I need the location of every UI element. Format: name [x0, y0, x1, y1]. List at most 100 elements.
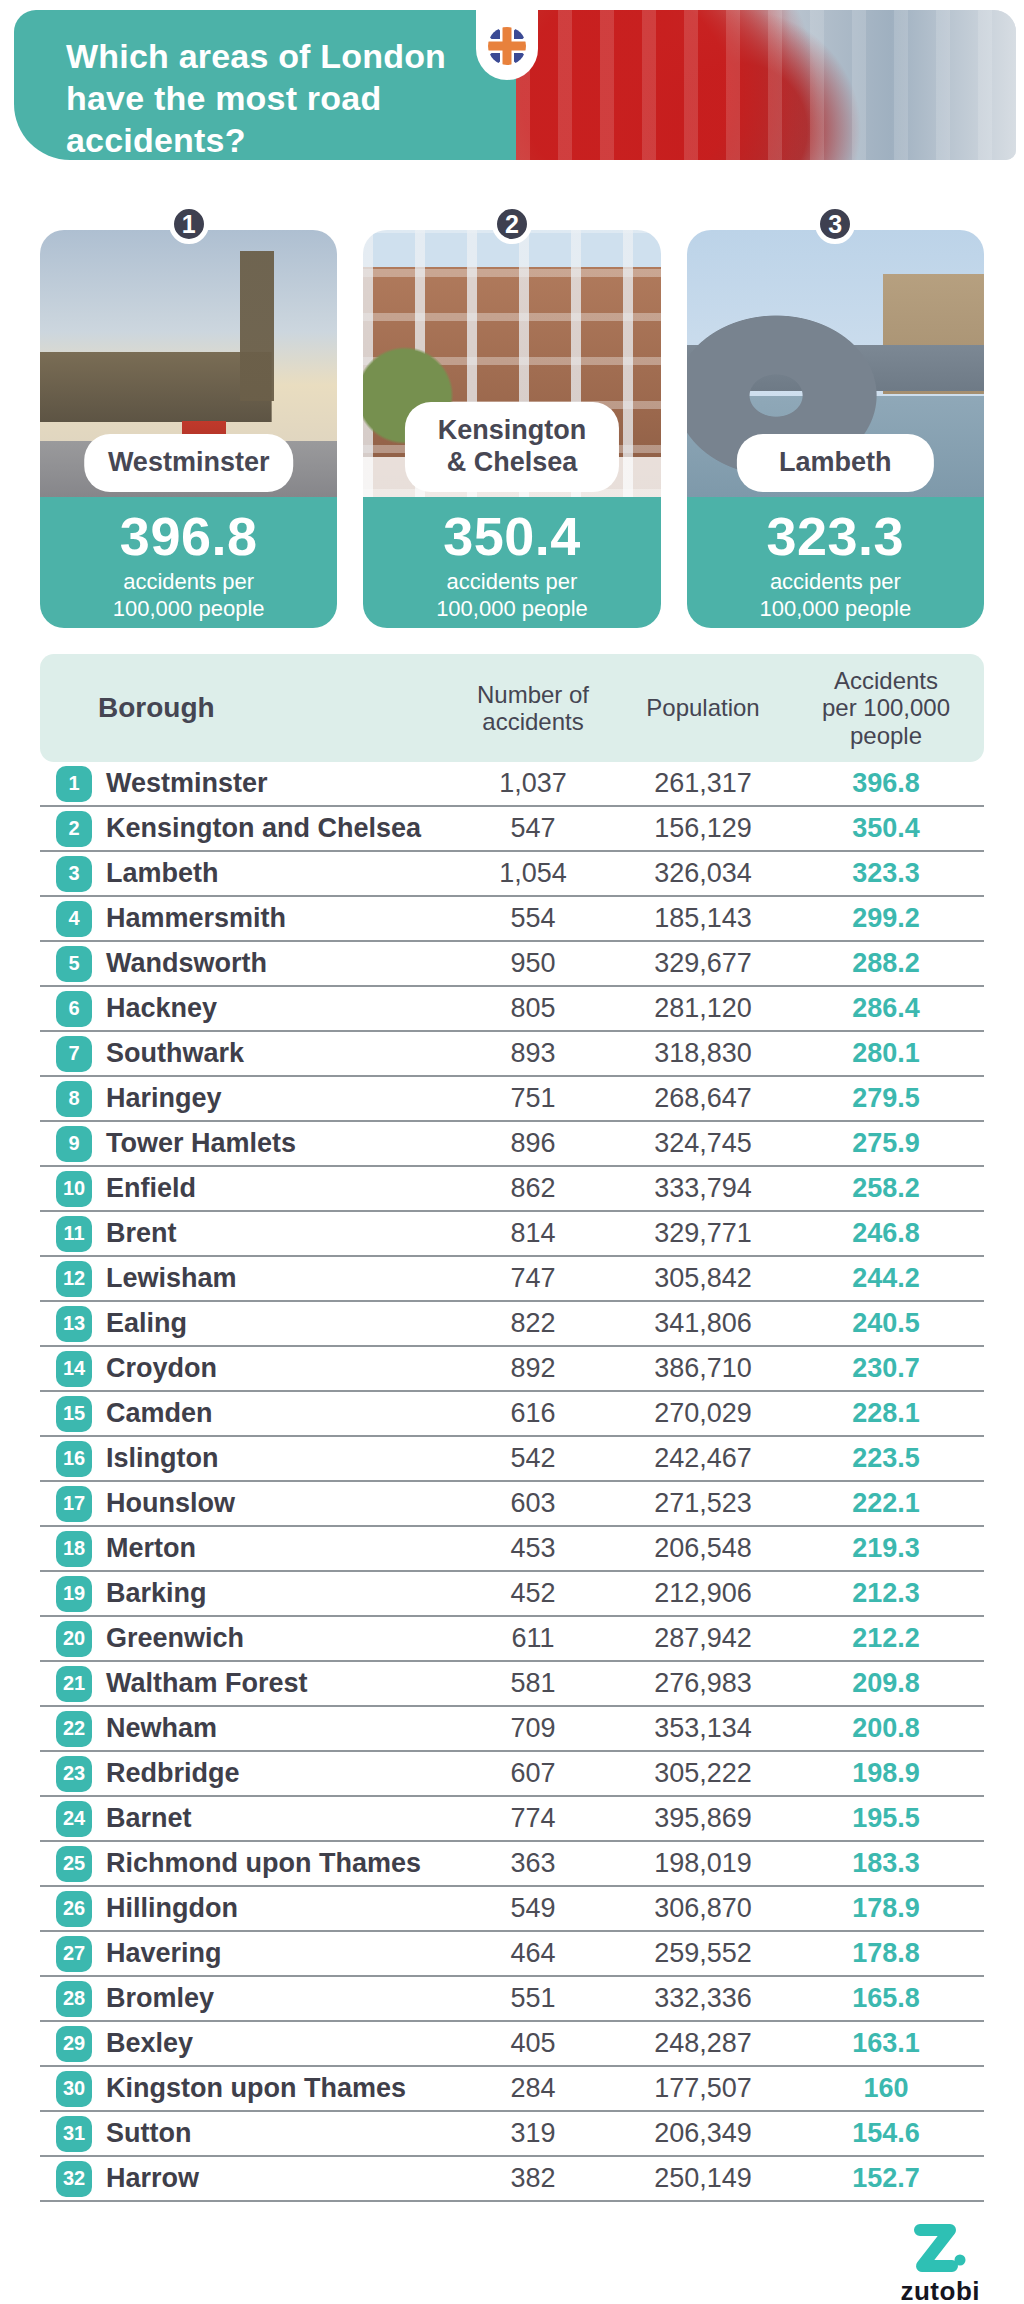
column-header-rate: Accidents per 100,000 people: [788, 667, 984, 749]
rate-value: 223.5: [788, 1443, 984, 1474]
accidents-value: 453: [448, 1533, 618, 1564]
accidents-value: 363: [448, 1848, 618, 1879]
accidents-table: Borough Number of accidents Population A…: [40, 654, 984, 2202]
table-row: 32 Harrow 382 250,149 152.7: [40, 2157, 984, 2202]
population-value: 329,677: [618, 948, 788, 979]
rate-value: 244.2: [788, 1263, 984, 1294]
borough-name: Camden: [106, 1398, 213, 1429]
accidents-value: 814: [448, 1218, 618, 1249]
population-value: 198,019: [618, 1848, 788, 1879]
borough-name: Kensington and Chelsea: [106, 813, 421, 844]
population-value: 287,942: [618, 1623, 788, 1654]
borough-name: Richmond upon Thames: [106, 1848, 421, 1879]
rate-value: 396.8: [788, 768, 984, 799]
accidents-value: 751: [448, 1083, 618, 1114]
borough-name: Hammersmith: [106, 903, 286, 934]
page-title: Which areas of London have the most road…: [66, 35, 456, 160]
accident-rate-caption: accidents per 100,000 people: [412, 569, 612, 623]
zutobi-logo-text: zutobi: [900, 2276, 980, 2304]
rank-badge: 25: [56, 1846, 92, 1882]
borough-name: Harrow: [106, 2163, 199, 2194]
population-value: 268,647: [618, 1083, 788, 1114]
rank-badge: 19: [56, 1576, 92, 1612]
accidents-value: 319: [448, 2118, 618, 2149]
population-value: 270,029: [618, 1398, 788, 1429]
rate-value: 323.3: [788, 858, 984, 889]
table-row: 18 Merton 453 206,548 219.3: [40, 1527, 984, 1572]
zutobi-logo: zutobi: [900, 2222, 980, 2304]
rate-value: 280.1: [788, 1038, 984, 1069]
header-teal-panel: Which areas of London have the most road…: [14, 10, 516, 160]
borough-name: Tower Hamlets: [106, 1128, 296, 1159]
column-header-population: Population: [618, 694, 788, 721]
accidents-value: 950: [448, 948, 618, 979]
table-row: 3 Lambeth 1,054 326,034 323.3: [40, 852, 984, 897]
table-row: 8 Haringey 751 268,647 279.5: [40, 1077, 984, 1122]
population-value: 185,143: [618, 903, 788, 934]
rank-badge: 16: [56, 1441, 92, 1477]
population-value: 250,149: [618, 2163, 788, 2194]
rate-value: 286.4: [788, 993, 984, 1024]
borough-name: Barking: [106, 1578, 207, 1609]
accidents-value: 616: [448, 1398, 618, 1429]
rank-badge: 32: [56, 2161, 92, 2197]
card-stat-panel: 396.8 accidents per 100,000 people: [40, 497, 337, 628]
accidents-value: 554: [448, 903, 618, 934]
rank-badge: 24: [56, 1801, 92, 1837]
rate-value: 154.6: [788, 2118, 984, 2149]
rate-value: 222.1: [788, 1488, 984, 1519]
rank-badge: 14: [56, 1351, 92, 1387]
population-value: 353,134: [618, 1713, 788, 1744]
rate-value: 163.1: [788, 2028, 984, 2059]
borough-name: Sutton: [106, 2118, 191, 2149]
accidents-value: 862: [448, 1173, 618, 1204]
population-value: 333,794: [618, 1173, 788, 1204]
accidents-value: 464: [448, 1938, 618, 1969]
population-value: 261,317: [618, 768, 788, 799]
borough-name-label: Kensington & Chelsea: [405, 402, 619, 492]
accident-rate-value: 396.8: [40, 505, 337, 567]
rate-value: 178.8: [788, 1938, 984, 1969]
table-row: 23 Redbridge 607 305,222 198.9: [40, 1752, 984, 1797]
population-value: 332,336: [618, 1983, 788, 2014]
rate-value: 219.3: [788, 1533, 984, 1564]
accidents-value: 774: [448, 1803, 618, 1834]
rate-value: 275.9: [788, 1128, 984, 1159]
population-value: 305,222: [618, 1758, 788, 1789]
accident-rate-caption: accidents per 100,000 people: [735, 569, 935, 623]
borough-name: Ealing: [106, 1308, 187, 1339]
rate-value: 212.2: [788, 1623, 984, 1654]
accidents-value: 896: [448, 1128, 618, 1159]
table-row: 28 Bromley 551 332,336 165.8: [40, 1977, 984, 2022]
table-row: 13 Ealing 822 341,806 240.5: [40, 1302, 984, 1347]
rate-value: 209.8: [788, 1668, 984, 1699]
borough-card: 1 Westminster 396.8 accidents per 100,00…: [40, 230, 337, 628]
rank-badge: 15: [56, 1396, 92, 1432]
table-row: 9 Tower Hamlets 896 324,745 275.9: [40, 1122, 984, 1167]
population-value: 212,906: [618, 1578, 788, 1609]
table-row: 21 Waltham Forest 581 276,983 209.8: [40, 1662, 984, 1707]
table-row: 26 Hillingdon 549 306,870 178.9: [40, 1887, 984, 1932]
rank-badge: 23: [56, 1756, 92, 1792]
london-bus-photo: [516, 10, 1016, 160]
table-row: 15 Camden 616 270,029 228.1: [40, 1392, 984, 1437]
column-header-borough: Borough: [40, 692, 448, 724]
table-row: 25 Richmond upon Thames 363 198,019 183.…: [40, 1842, 984, 1887]
rate-value: 288.2: [788, 948, 984, 979]
rank-circle-badge: 1: [169, 204, 209, 244]
accidents-value: 893: [448, 1038, 618, 1069]
rate-value: 299.2: [788, 903, 984, 934]
rank-badge: 6: [56, 991, 92, 1027]
rank-badge: 5: [56, 946, 92, 982]
population-value: 206,548: [618, 1533, 788, 1564]
population-value: 276,983: [618, 1668, 788, 1699]
population-value: 306,870: [618, 1893, 788, 1924]
rate-value: 165.8: [788, 1983, 984, 2014]
rate-value: 279.5: [788, 1083, 984, 1114]
column-header-accidents: Number of accidents: [448, 681, 618, 736]
table-row: 19 Barking 452 212,906 212.3: [40, 1572, 984, 1617]
rank-badge: 17: [56, 1486, 92, 1522]
rate-value: 228.1: [788, 1398, 984, 1429]
table-row: 22 Newham 709 353,134 200.8: [40, 1707, 984, 1752]
population-value: 324,745: [618, 1128, 788, 1159]
